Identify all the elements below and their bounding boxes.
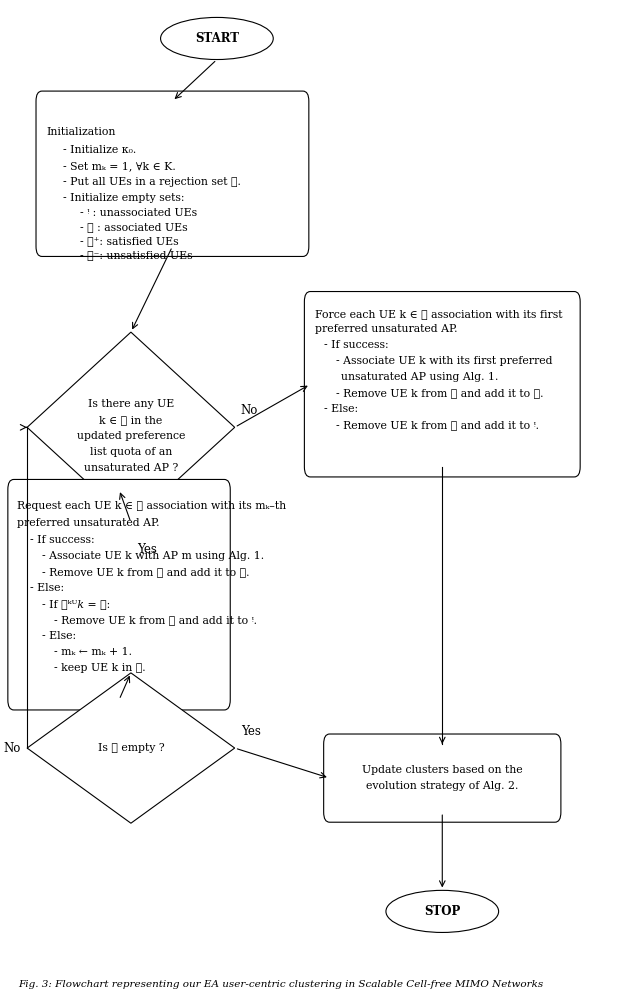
Text: - If success:: - If success: [30,535,95,545]
Text: - Initialize κ₀.: - Initialize κ₀. [63,145,136,155]
Text: Request each UE k ∈ ℛ association with its mₖ–th: Request each UE k ∈ ℛ association with i… [17,500,286,511]
Text: Update clusters based on the: Update clusters based on the [362,765,523,775]
Text: - ᵎ : unassociated UEs: - ᵎ : unassociated UEs [81,208,198,218]
FancyBboxPatch shape [36,91,309,256]
Text: - If success:: - If success: [324,340,388,350]
Text: Yes: Yes [241,725,260,738]
Text: STOP: STOP [424,904,460,918]
Text: - 𝒮⁺: satisfied UEs: - 𝒮⁺: satisfied UEs [81,236,179,246]
Text: - Else:: - Else: [30,583,64,593]
Text: - ℬ : associated UEs: - ℬ : associated UEs [81,222,188,232]
Text: Initialization: Initialization [47,127,116,137]
FancyBboxPatch shape [324,734,561,822]
Text: preferred unsaturated AP.: preferred unsaturated AP. [17,518,159,528]
Polygon shape [27,673,235,823]
Text: - Remove UE k from ℛ and add it to ℬ.: - Remove UE k from ℛ and add it to ℬ. [335,388,543,398]
Ellipse shape [161,17,273,59]
FancyBboxPatch shape [8,479,230,710]
Text: - mₖ ← mₖ + 1.: - mₖ ← mₖ + 1. [54,647,132,657]
Text: evolution strategy of Alg. 2.: evolution strategy of Alg. 2. [366,781,518,791]
Text: - Set mₖ = 1, ∀k ∈ Κ.: - Set mₖ = 1, ∀k ∈ Κ. [63,161,175,171]
Text: No: No [4,742,21,755]
Text: - Put all UEs in a rejection set ℛ.: - Put all UEs in a rejection set ℛ. [63,177,241,187]
Polygon shape [27,332,235,523]
Text: Fig. 3: Flowchart representing our EA user-centric clustering in Scalable Cell-f: Fig. 3: Flowchart representing our EA us… [18,980,543,989]
Text: - Associate UE k with AP m using Alg. 1.: - Associate UE k with AP m using Alg. 1. [42,551,264,561]
Text: - Associate UE k with its first preferred: - Associate UE k with its first preferre… [335,356,552,366]
Text: - Remove UE k from ℛ and add it to ℬ.: - Remove UE k from ℛ and add it to ℬ. [42,567,250,577]
Text: - keep UE k in ℛ.: - keep UE k in ℛ. [54,663,145,673]
Text: unsaturated AP ?: unsaturated AP ? [84,463,178,473]
Text: updated preference: updated preference [77,431,185,441]
Text: Force each UE k ∈ ℛ association with its first: Force each UE k ∈ ℛ association with its… [315,310,563,319]
Ellipse shape [386,890,499,933]
Text: START: START [195,32,239,45]
Text: - Remove UE k from ℛ and add it to ᵎ.: - Remove UE k from ℛ and add it to ᵎ. [335,420,538,430]
Text: Is there any UE: Is there any UE [88,399,174,409]
Text: - Else:: - Else: [324,404,358,414]
Text: preferred unsaturated AP.: preferred unsaturated AP. [315,325,457,334]
Text: k ∈ ℛ in the: k ∈ ℛ in the [99,415,163,425]
Text: unsaturated AP using Alg. 1.: unsaturated AP using Alg. 1. [342,372,499,382]
Text: - If 𝒫ᵏᵁ𝑘 = ∅:: - If 𝒫ᵏᵁ𝑘 = ∅: [42,599,110,609]
Text: Is ℛ empty ?: Is ℛ empty ? [97,743,164,753]
FancyBboxPatch shape [305,291,580,477]
Text: - 𝒮⁻: unsatisfied UEs: - 𝒮⁻: unsatisfied UEs [81,250,193,260]
Text: - Else:: - Else: [42,631,76,641]
Text: - Remove UE k from ℛ and add it to ᵎ.: - Remove UE k from ℛ and add it to ᵎ. [54,615,257,625]
Text: No: No [241,404,258,417]
Text: - Initialize empty sets:: - Initialize empty sets: [63,193,184,203]
Text: Yes: Yes [137,543,157,556]
Text: list quota of an: list quota of an [90,447,172,457]
